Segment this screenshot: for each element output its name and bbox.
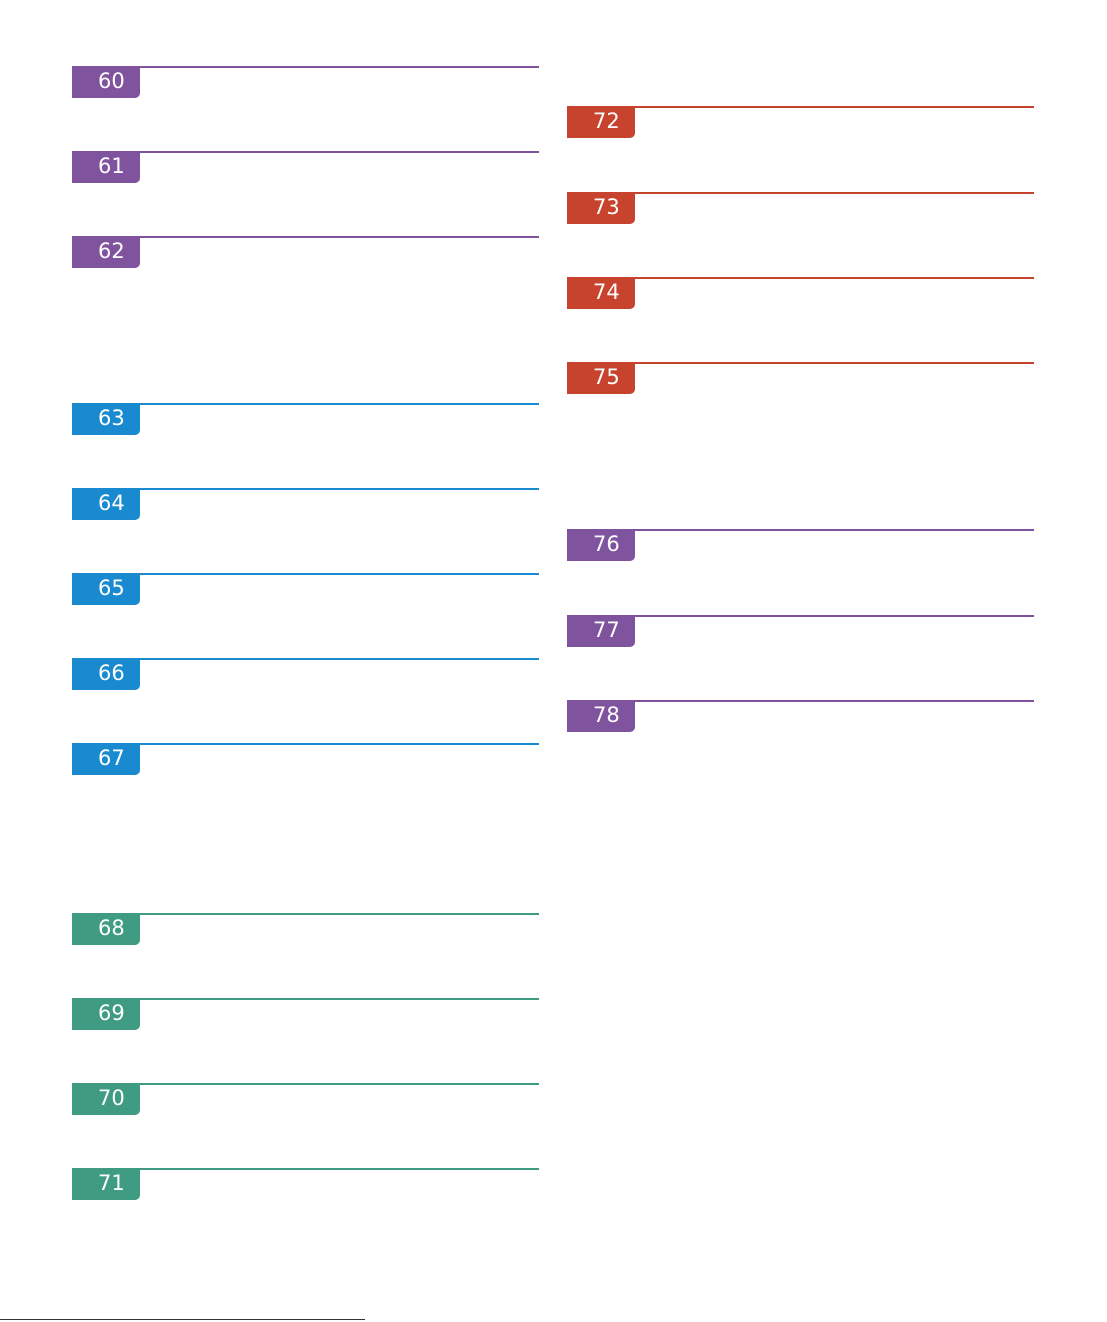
section-number: 61 xyxy=(72,152,140,183)
section-number: 75 xyxy=(567,363,635,394)
section-rule xyxy=(72,66,539,68)
section-rule xyxy=(72,573,539,575)
section-rule xyxy=(72,998,539,1000)
footer-rule xyxy=(0,1319,365,1320)
section-number: 72 xyxy=(567,107,635,138)
section-number: 76 xyxy=(567,530,635,561)
section-rule xyxy=(72,658,539,660)
section-rule xyxy=(567,615,1034,617)
section-rule xyxy=(567,277,1034,279)
section-rule xyxy=(567,106,1034,108)
section-rule xyxy=(72,151,539,153)
section-rule xyxy=(72,913,539,915)
section-number: 63 xyxy=(72,404,140,435)
section-number: 66 xyxy=(72,659,140,690)
section-number: 77 xyxy=(567,616,635,647)
section-number: 60 xyxy=(72,67,140,98)
section-rule xyxy=(72,236,539,238)
section-number: 71 xyxy=(72,1169,140,1200)
section-number: 62 xyxy=(72,237,140,268)
section-rule xyxy=(72,743,539,745)
section-rule xyxy=(567,529,1034,531)
section-rule xyxy=(72,403,539,405)
section-number: 74 xyxy=(567,278,635,309)
section-number: 73 xyxy=(567,193,635,224)
section-number: 68 xyxy=(72,914,140,945)
section-rule xyxy=(72,1083,539,1085)
section-number: 69 xyxy=(72,999,140,1030)
section-rule xyxy=(72,1168,539,1170)
section-number: 70 xyxy=(72,1084,140,1115)
section-rule xyxy=(567,192,1034,194)
section-number: 65 xyxy=(72,574,140,605)
section-rule xyxy=(72,488,539,490)
section-rule xyxy=(567,700,1034,702)
section-number: 78 xyxy=(567,701,635,732)
section-number: 64 xyxy=(72,489,140,520)
section-rule xyxy=(567,362,1034,364)
section-number: 67 xyxy=(72,744,140,775)
